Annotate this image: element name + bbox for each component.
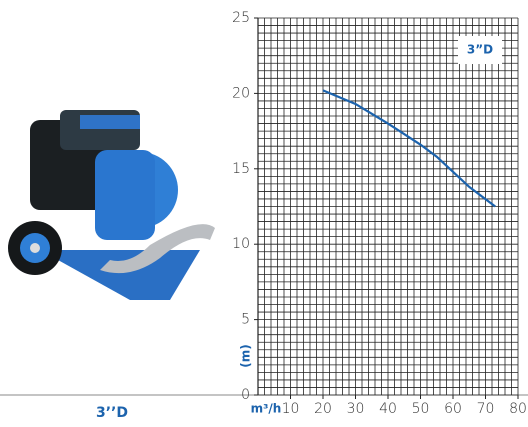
x-tick-label: 40 bbox=[379, 401, 397, 417]
x-tick-label: 60 bbox=[444, 401, 462, 417]
x-tick-label: 50 bbox=[412, 401, 430, 417]
x-tick-label: 10 bbox=[282, 401, 300, 417]
pump-illustration bbox=[8, 110, 215, 300]
y-tick-label: 10 bbox=[232, 236, 250, 252]
annotation-box bbox=[458, 36, 502, 64]
y-tick-label: 5 bbox=[241, 312, 250, 328]
y-tick-label: 15 bbox=[232, 161, 250, 177]
x-tick-label: 30 bbox=[347, 401, 365, 417]
x-tick-label: 20 bbox=[314, 401, 332, 417]
x-tick-label: 70 bbox=[477, 401, 495, 417]
y-axis-label: (m) bbox=[239, 344, 253, 367]
x-axis-label: m³/h bbox=[251, 402, 282, 416]
y-tick-label: 20 bbox=[232, 85, 250, 101]
caption: 3’’D bbox=[96, 405, 128, 421]
y-tick-label: 0 bbox=[241, 387, 250, 403]
line bbox=[322, 89, 496, 208]
y-tick-label: 25 bbox=[232, 10, 250, 26]
x-tick-label: 80 bbox=[509, 401, 527, 417]
annotation: 3”D bbox=[467, 43, 493, 57]
